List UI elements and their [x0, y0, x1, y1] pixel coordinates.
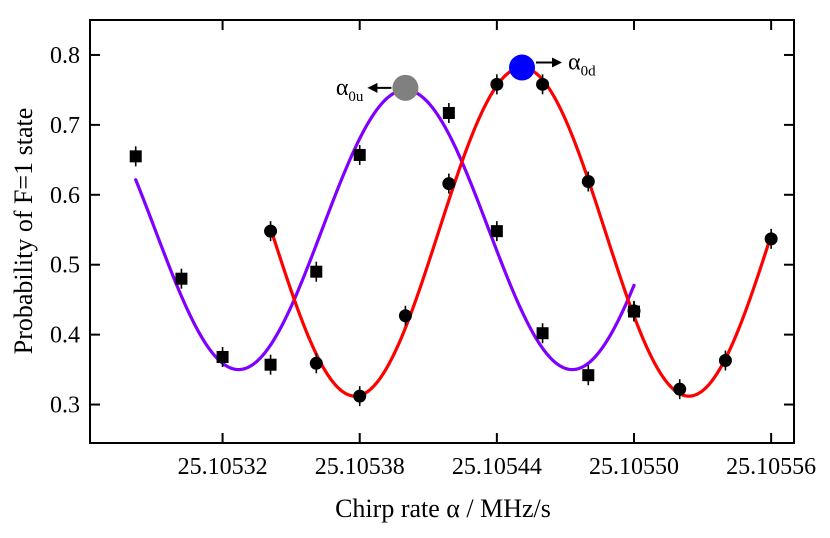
data-point-up — [129, 150, 142, 163]
data-point-up — [175, 272, 188, 285]
fit-curve-up — [134, 88, 636, 372]
data-point-down — [673, 382, 687, 396]
alpha-0d-subscript: 0d — [581, 64, 597, 80]
alpha-0d-label: α0d — [568, 50, 596, 80]
annotations-layer: α0u α0d — [336, 50, 596, 105]
alpha-0d-arrow-head — [552, 57, 562, 68]
data-point-down — [442, 177, 456, 191]
data-point-down — [309, 356, 323, 370]
data-point-down — [627, 304, 641, 318]
alpha-0u-subscript: 0u — [348, 89, 364, 105]
y-tick-label: 0.4 — [50, 323, 80, 349]
alpha-0d-marker — [509, 54, 535, 81]
data-point-up — [353, 148, 366, 161]
x-tick-label: 25.10538 — [315, 454, 405, 480]
data-point-down — [718, 353, 732, 367]
data-point-up — [310, 265, 323, 278]
x-tick-label: 25.10550 — [589, 454, 679, 480]
data-point-down — [398, 309, 412, 323]
x-tick-label: 25.10544 — [452, 454, 542, 480]
data-point-up — [216, 351, 229, 364]
alpha-0d-annotation: α0d — [509, 50, 596, 81]
data-point-down — [264, 224, 278, 238]
y-tick-label: 0.8 — [50, 43, 80, 69]
alpha-0u-arrow-head — [367, 82, 378, 93]
fit-curve-down — [268, 65, 773, 398]
x-axis-label: Chirp rate α / MHz/s — [335, 494, 551, 523]
data-point-down — [764, 232, 778, 246]
alpha-0u-annotation: α0u — [336, 74, 419, 105]
data-point-up — [536, 327, 549, 340]
x-tick-label: 25.10556 — [726, 454, 816, 480]
ticks-layer: 25.10532 25.10538 25.10544 25.10550 25.10556… — [50, 20, 816, 480]
alpha-0u-label: α0u — [336, 75, 364, 105]
alpha-0u-marker — [392, 74, 419, 101]
points-layer — [129, 74, 778, 407]
data-point-up — [490, 225, 503, 238]
y-axis-label: Probability of F=1 state — [9, 108, 38, 354]
data-point-down — [581, 175, 595, 189]
y-tick-label: 0.6 — [50, 183, 80, 209]
data-point-up — [264, 358, 277, 371]
y-tick-label: 0.7 — [50, 113, 80, 139]
data-point-down — [490, 77, 504, 91]
data-point-up — [582, 369, 595, 382]
x-tick-label: 25.10532 — [178, 454, 268, 480]
y-tick-label: 0.3 — [50, 393, 80, 419]
data-point-down — [536, 77, 550, 91]
plot-frame — [89, 19, 795, 444]
data-point-down — [353, 389, 367, 403]
y-tick-label: 0.5 — [50, 253, 80, 279]
data-point-up — [442, 106, 455, 119]
